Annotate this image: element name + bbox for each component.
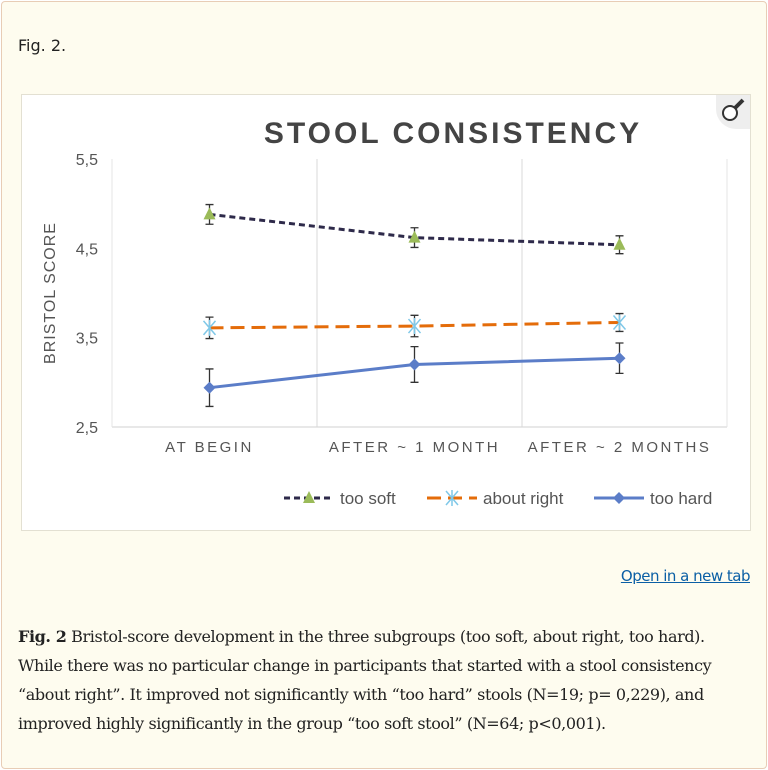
y-tick-label: 2,5 xyxy=(76,420,98,437)
data-point-too-hard xyxy=(408,358,421,371)
y-axis-label: BRISTOL SCORE xyxy=(42,222,59,364)
caption-label: Fig. 2 xyxy=(18,627,67,646)
series-line-too-soft xyxy=(209,212,620,247)
data-point-too-soft xyxy=(408,230,421,243)
chart-title: STOOL CONSISTENCY xyxy=(264,117,642,150)
data-point-too-soft xyxy=(203,207,216,220)
y-tick-label: 5,5 xyxy=(76,152,98,169)
data-point-about-right xyxy=(612,314,627,331)
figure-label: Fig. 2. xyxy=(18,36,67,55)
legend-marker xyxy=(445,490,459,506)
figure-image[interactable]: STOOL CONSISTENCY 2,5 3,5 4,5 5,5 BRISTOL SCO… xyxy=(21,94,751,531)
chart: STOOL CONSISTENCY 2,5 3,5 4,5 5,5 BRISTOL SCO… xyxy=(42,117,728,508)
figure-caption: Fig. 2 Bristol-score development in the … xyxy=(18,622,748,738)
data-point-about-right xyxy=(407,318,422,335)
y-tick-label: 4,5 xyxy=(76,241,98,258)
x-tick-label: AT BEGIN xyxy=(165,439,254,456)
x-tick-label: AFTER ~ 2 MONTHS xyxy=(528,439,712,456)
legend-marker xyxy=(303,491,315,503)
magnifier-icon[interactable] xyxy=(716,95,750,129)
open-in-new-tab-link[interactable]: Open in a new tab xyxy=(620,567,751,585)
y-tick-label: 3,5 xyxy=(76,331,98,348)
caption-text: Bristol-score development in the three s… xyxy=(18,627,712,733)
legend-label: about right xyxy=(483,489,564,508)
x-tick-label: AFTER ~ 1 MONTH xyxy=(329,439,500,456)
series-line-about-right xyxy=(209,320,620,330)
legend-label: too soft xyxy=(340,489,396,508)
legend-label: too hard xyxy=(650,489,712,508)
data-point-about-right xyxy=(202,319,217,336)
data-point-too-soft xyxy=(613,237,626,250)
legend-marker xyxy=(613,492,625,504)
data-point-too-hard xyxy=(203,381,216,394)
data-point-too-hard xyxy=(613,352,626,365)
